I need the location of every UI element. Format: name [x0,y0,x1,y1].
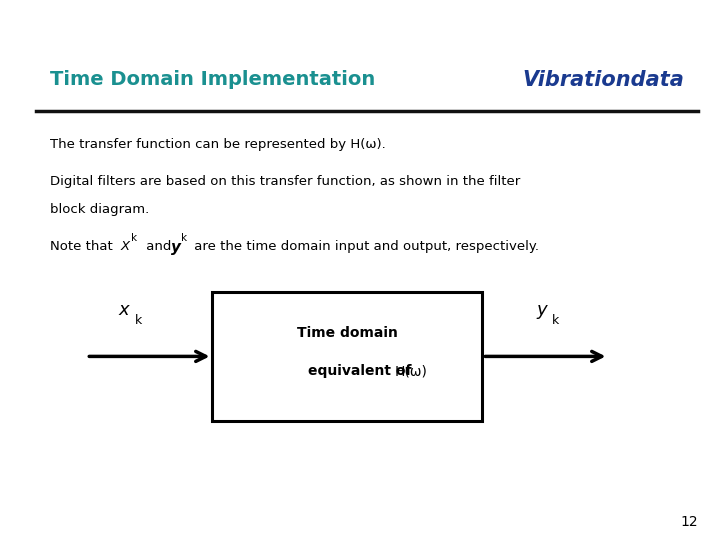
Text: Digital filters are based on this transfer function, as shown in the filter: Digital filters are based on this transf… [50,176,521,188]
Text: are the time domain input and output, respectively.: are the time domain input and output, re… [190,240,539,253]
Text: and: and [142,240,176,253]
Text: Time Domain Implementation: Time Domain Implementation [50,70,376,89]
Text: y: y [536,301,547,319]
Text: k: k [131,233,138,244]
Text: X: X [121,240,130,253]
Text: y: y [171,240,181,255]
Text: k: k [552,314,559,327]
Text: The transfer function can be represented by H(ω).: The transfer function can be represented… [50,138,386,151]
Text: Vibrationdata: Vibrationdata [522,70,684,90]
Text: Note that: Note that [50,240,117,253]
Text: 12: 12 [681,515,698,529]
Bar [212,292,482,421]
Text: equivalent of: equivalent of [308,364,416,379]
Text: k: k [181,233,187,244]
Text: block diagram.: block diagram. [50,202,150,215]
Text: x: x [119,301,130,319]
Text: H(ω): H(ω) [395,364,427,379]
Text: k: k [135,314,142,327]
Text: Time domain: Time domain [297,326,398,340]
